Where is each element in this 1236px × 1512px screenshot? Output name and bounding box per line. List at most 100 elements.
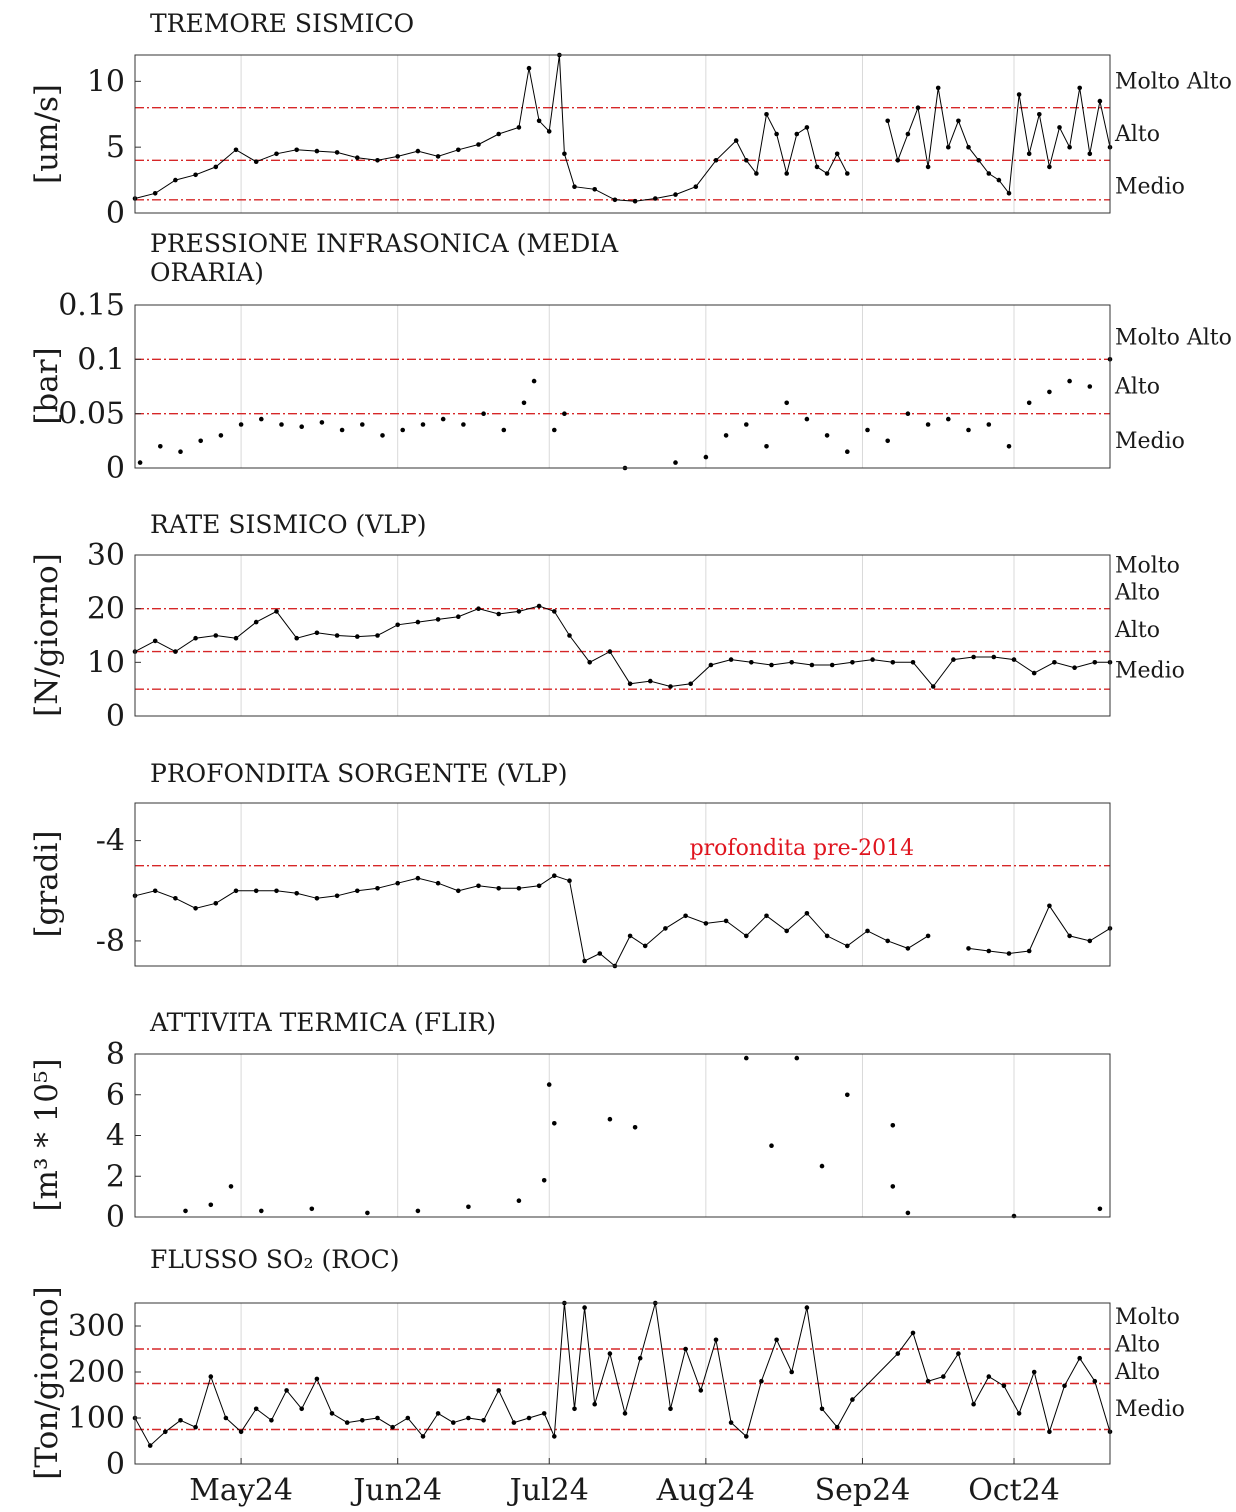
- data-point: [355, 155, 360, 160]
- data-point: [562, 151, 567, 157]
- data-point: [294, 891, 300, 896]
- ytick-label: 300: [68, 1309, 125, 1344]
- data-point: [683, 913, 688, 919]
- data-point: [744, 1055, 749, 1061]
- y-axis-label: [N/giorno]: [29, 553, 65, 717]
- data-point: [158, 444, 163, 449]
- data-point: [1092, 1378, 1098, 1384]
- data-point: [986, 1374, 992, 1379]
- data-point: [329, 1411, 335, 1416]
- data-point: [531, 378, 537, 384]
- data-point: [193, 635, 198, 641]
- data-point: [794, 131, 800, 137]
- plot-frame-1: [134, 304, 1111, 469]
- data-point: [971, 654, 976, 660]
- data-point: [466, 1204, 471, 1210]
- data-point: [536, 603, 542, 609]
- data-point: [456, 888, 461, 894]
- data-point: [764, 112, 769, 117]
- data-point: [1016, 92, 1022, 97]
- data-point: [365, 1210, 370, 1216]
- data-point: [708, 662, 714, 668]
- data-point: [956, 118, 961, 124]
- level-label: Alto: [1114, 581, 1160, 606]
- data-point: [653, 196, 658, 201]
- data-point: [334, 893, 340, 899]
- data-point: [552, 873, 557, 878]
- level-label: Medio: [1115, 658, 1185, 683]
- data-point: [456, 614, 461, 619]
- data-point: [552, 1434, 557, 1439]
- level-label: Medio: [1115, 175, 1185, 200]
- data-point: [764, 444, 769, 449]
- ytick-label: 0: [106, 1447, 125, 1482]
- data-point: [233, 635, 239, 641]
- data-point: [137, 460, 143, 465]
- data-point: [784, 171, 789, 176]
- level-label: Alto: [1114, 375, 1160, 400]
- ytick-label: -4: [96, 824, 125, 859]
- data-point: [440, 416, 446, 422]
- data-point: [375, 1415, 380, 1421]
- level-label: Medio: [1115, 429, 1185, 454]
- data-point: [819, 1163, 825, 1169]
- data-point: [173, 896, 178, 901]
- data-point: [1016, 1411, 1022, 1416]
- data-point: [632, 198, 638, 204]
- data-point: [294, 635, 300, 641]
- data-point: [627, 933, 633, 939]
- panel-title: TREMORE SISMICO: [150, 9, 414, 38]
- data-point: [1087, 151, 1093, 157]
- data-point: [536, 883, 542, 889]
- data-point: [1001, 1383, 1007, 1389]
- data-point: [910, 1330, 916, 1336]
- y-axis-label: [bar]: [29, 347, 65, 424]
- data-point: [516, 1198, 522, 1203]
- data-point: [759, 1378, 764, 1384]
- data-point: [703, 921, 709, 926]
- data-point: [481, 411, 486, 417]
- plot-frame-4: [134, 1053, 1111, 1218]
- data-point: [516, 609, 522, 614]
- data-point: [299, 1406, 305, 1412]
- series-line: [134, 875, 1111, 967]
- data-point: [850, 1397, 855, 1402]
- data-point: [496, 886, 502, 891]
- data-point: [552, 609, 557, 614]
- data-point: [1011, 1213, 1017, 1219]
- data-point: [208, 1202, 214, 1208]
- xtick-label: May24: [189, 1473, 293, 1508]
- data-point: [1026, 400, 1032, 406]
- ytick-label: 0: [106, 196, 125, 231]
- data-point: [1067, 144, 1072, 150]
- data-point: [582, 1305, 587, 1310]
- data-point: [637, 1355, 643, 1361]
- data-point: [183, 1208, 188, 1214]
- data-point: [865, 928, 870, 934]
- ytick-label: 10: [87, 64, 125, 99]
- data-point: [339, 427, 345, 433]
- data-point: [895, 158, 901, 163]
- data-point: [314, 1376, 320, 1382]
- data-point: [673, 460, 678, 465]
- data-point: [476, 142, 481, 147]
- data-point: [152, 638, 158, 644]
- data-point: [829, 662, 835, 668]
- data-point: [804, 1305, 810, 1310]
- ytick-label: 0.05: [58, 397, 125, 432]
- plot-frame-0: [134, 54, 1111, 214]
- data-point: [233, 147, 239, 153]
- data-point: [496, 611, 502, 617]
- data-point: [804, 911, 810, 916]
- level-label: Molto: [1115, 1305, 1180, 1330]
- data-point: [284, 1388, 289, 1393]
- data-point: [294, 147, 300, 153]
- data-point: [622, 1411, 628, 1416]
- data-point: [253, 159, 259, 164]
- y-axis-label: [um/s]: [29, 84, 65, 184]
- data-point: [749, 660, 754, 665]
- data-point: [375, 158, 380, 163]
- data-point: [552, 1121, 557, 1126]
- data-point: [541, 1411, 547, 1416]
- data-point: [435, 880, 441, 886]
